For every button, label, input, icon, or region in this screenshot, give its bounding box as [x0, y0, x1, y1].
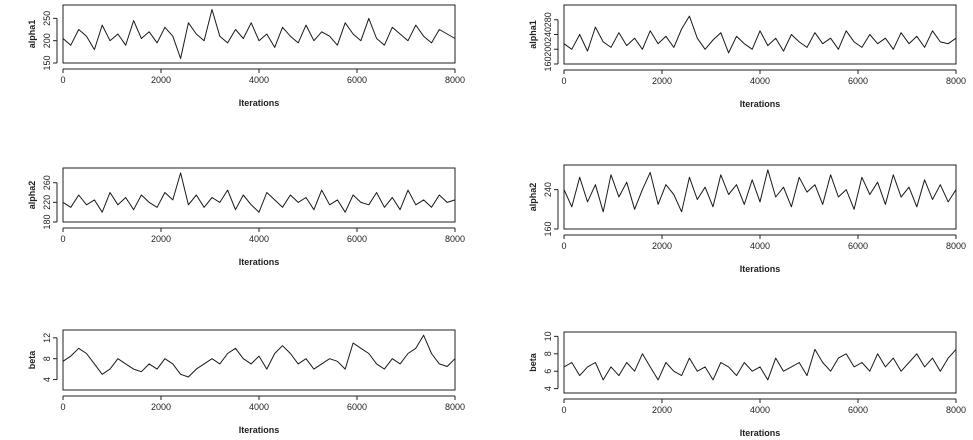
trace-panel-beta-left: 0 2000 4000 6000 8000 4 8 12 Iterations beta	[27, 329, 465, 435]
trace-line	[563, 15, 957, 54]
x-tick-label: 4000	[249, 234, 269, 244]
x-axis-label: Iterations	[239, 257, 280, 267]
x-tick-label: 4000	[750, 241, 770, 251]
trace-line	[563, 169, 957, 213]
trace-line	[563, 348, 957, 381]
trace-panel-beta-right: 0 2000 4000 6000 8000 4 6 8 10 Iterations beta	[528, 331, 966, 438]
y-tick-label: 250	[42, 11, 52, 26]
x-tick-label: 2000	[652, 76, 672, 86]
x-tick-label: 2000	[652, 405, 672, 415]
y-tick-label: 4	[42, 377, 52, 382]
x-tick-label: 0	[561, 76, 566, 86]
y-tick-label: 160	[543, 221, 553, 236]
y-tick-label: 4	[543, 386, 553, 391]
x-tick-label: 6000	[848, 241, 868, 251]
y-tick-label: 160	[543, 56, 553, 71]
trace-line	[62, 172, 456, 213]
y-tick-label: 180	[42, 214, 52, 229]
x-axis-label: Iterations	[740, 99, 781, 109]
x-tick-label: 0	[561, 241, 566, 251]
x-axis-label: Iterations	[239, 425, 280, 435]
plot-frame	[563, 164, 957, 230]
trace-panel-alpha2-left: 0 2000 4000 6000 8000 180 220 260 Iterations alph…	[27, 167, 465, 267]
trace-panel-alpha1-left: 0 2000 4000 6000 8000 150 200 250 Iterations alph…	[27, 4, 465, 108]
x-tick-label: 6000	[347, 75, 367, 85]
x-tick-label: 2000	[652, 241, 672, 251]
trace-line	[62, 334, 456, 378]
y-axis-label: beta	[27, 350, 37, 370]
y-axis-label: alpha1	[528, 20, 538, 49]
x-tick-label: 4000	[750, 405, 770, 415]
plot-frame	[62, 4, 456, 64]
plot-frame	[62, 329, 456, 391]
x-tick-label: 8000	[445, 402, 465, 412]
x-axis-label: Iterations	[239, 98, 280, 108]
x-tick-label: 6000	[347, 402, 367, 412]
x-tick-label: 6000	[848, 405, 868, 415]
y-axis-label: alpha1	[27, 20, 37, 49]
x-tick-label: 8000	[445, 234, 465, 244]
x-tick-label: 0	[60, 75, 65, 85]
x-tick-label: 2000	[151, 402, 171, 412]
x-tick-label: 4000	[249, 75, 269, 85]
x-tick-label: 4000	[750, 76, 770, 86]
y-tick-label: 260	[42, 175, 52, 190]
y-tick-label: 8	[543, 351, 553, 356]
x-tick-label: 8000	[946, 241, 966, 251]
y-tick-label: 200	[42, 33, 52, 48]
x-tick-label: 2000	[151, 234, 171, 244]
y-tick-label: 280	[543, 12, 553, 27]
y-tick-label: 8	[42, 356, 52, 361]
x-axis-label: Iterations	[740, 264, 781, 274]
trace-panel-alpha2-right: 0 2000 4000 6000 8000 160 240 Iterations alpha2	[528, 164, 966, 274]
x-tick-label: 0	[561, 405, 566, 415]
x-tick-label: 6000	[347, 234, 367, 244]
x-axis-label: Iterations	[740, 428, 781, 438]
plot-frame	[563, 4, 957, 65]
y-axis-label: beta	[528, 352, 538, 372]
plot-frame	[563, 331, 957, 394]
y-tick-label: 6	[543, 369, 553, 374]
x-tick-label: 0	[60, 234, 65, 244]
y-tick-label: 150	[42, 55, 52, 70]
y-tick-label: 200	[543, 42, 553, 57]
x-tick-label: 8000	[946, 405, 966, 415]
x-tick-label: 4000	[249, 402, 269, 412]
y-axis-label: alpha2	[27, 181, 37, 210]
y-tick-label: 12	[42, 333, 52, 343]
y-tick-label: 10	[543, 331, 553, 341]
plot-frame	[62, 167, 456, 223]
y-tick-label: 240	[543, 182, 553, 197]
x-tick-label: 0	[60, 402, 65, 412]
y-tick-label: 240	[543, 27, 553, 42]
x-tick-label: 2000	[151, 75, 171, 85]
x-tick-label: 8000	[445, 75, 465, 85]
y-axis-label: alpha2	[528, 183, 538, 212]
y-tick-label: 220	[42, 195, 52, 210]
x-tick-label: 6000	[848, 76, 868, 86]
trace-line	[62, 9, 456, 59]
x-tick-label: 8000	[946, 76, 966, 86]
